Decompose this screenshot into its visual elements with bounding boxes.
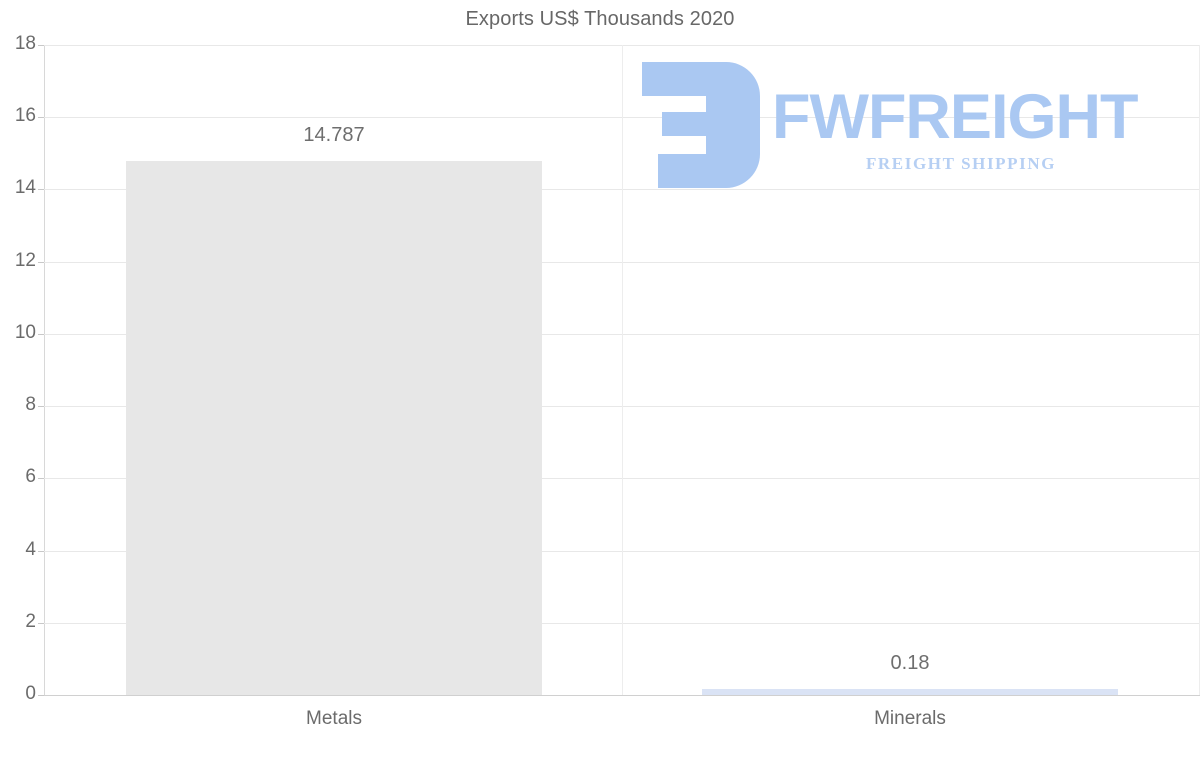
y-axis-tick-label: 8 — [25, 394, 36, 415]
y-axis-tick-mark — [38, 262, 44, 263]
bar-value-label-metals: 14.787 — [303, 124, 365, 147]
y-axis-tick-mark — [38, 334, 44, 335]
y-axis-tick-label: 14 — [14, 177, 36, 198]
y-axis-tick-label: 4 — [25, 539, 36, 560]
y-axis-tick-label: 12 — [14, 250, 36, 271]
x-axis-label-metals: Metals — [306, 708, 362, 729]
y-axis-tick-label: 16 — [14, 105, 36, 126]
y-axis-tick-label: 0 — [25, 683, 36, 704]
bar-minerals[interactable] — [702, 688, 1118, 695]
category-separator-gridline — [622, 45, 623, 695]
y-axis-tick-mark — [38, 695, 44, 696]
y-axis-line — [44, 45, 45, 696]
y-axis-tick-label: 10 — [14, 322, 36, 343]
y-axis-tick-label: 2 — [25, 611, 36, 632]
bar-metals[interactable] — [126, 161, 542, 695]
y-axis-tick-mark — [38, 478, 44, 479]
y-axis-tick-mark — [38, 45, 44, 46]
x-axis-label-minerals: Minerals — [874, 708, 946, 729]
chart-title: Exports US$ Thousands 2020 — [465, 8, 735, 30]
y-axis-tick-mark — [38, 406, 44, 407]
y-axis-tick-mark — [38, 623, 44, 624]
bar-value-label-minerals: 0.18 — [890, 651, 930, 674]
y-axis-tick-label: 6 — [25, 466, 36, 487]
y-axis-tick-mark — [38, 117, 44, 118]
y-axis-tick-mark — [38, 551, 44, 552]
y-axis-tick-label: 18 — [14, 33, 36, 54]
gridline — [44, 695, 1200, 696]
y-axis-tick-mark — [38, 189, 44, 190]
